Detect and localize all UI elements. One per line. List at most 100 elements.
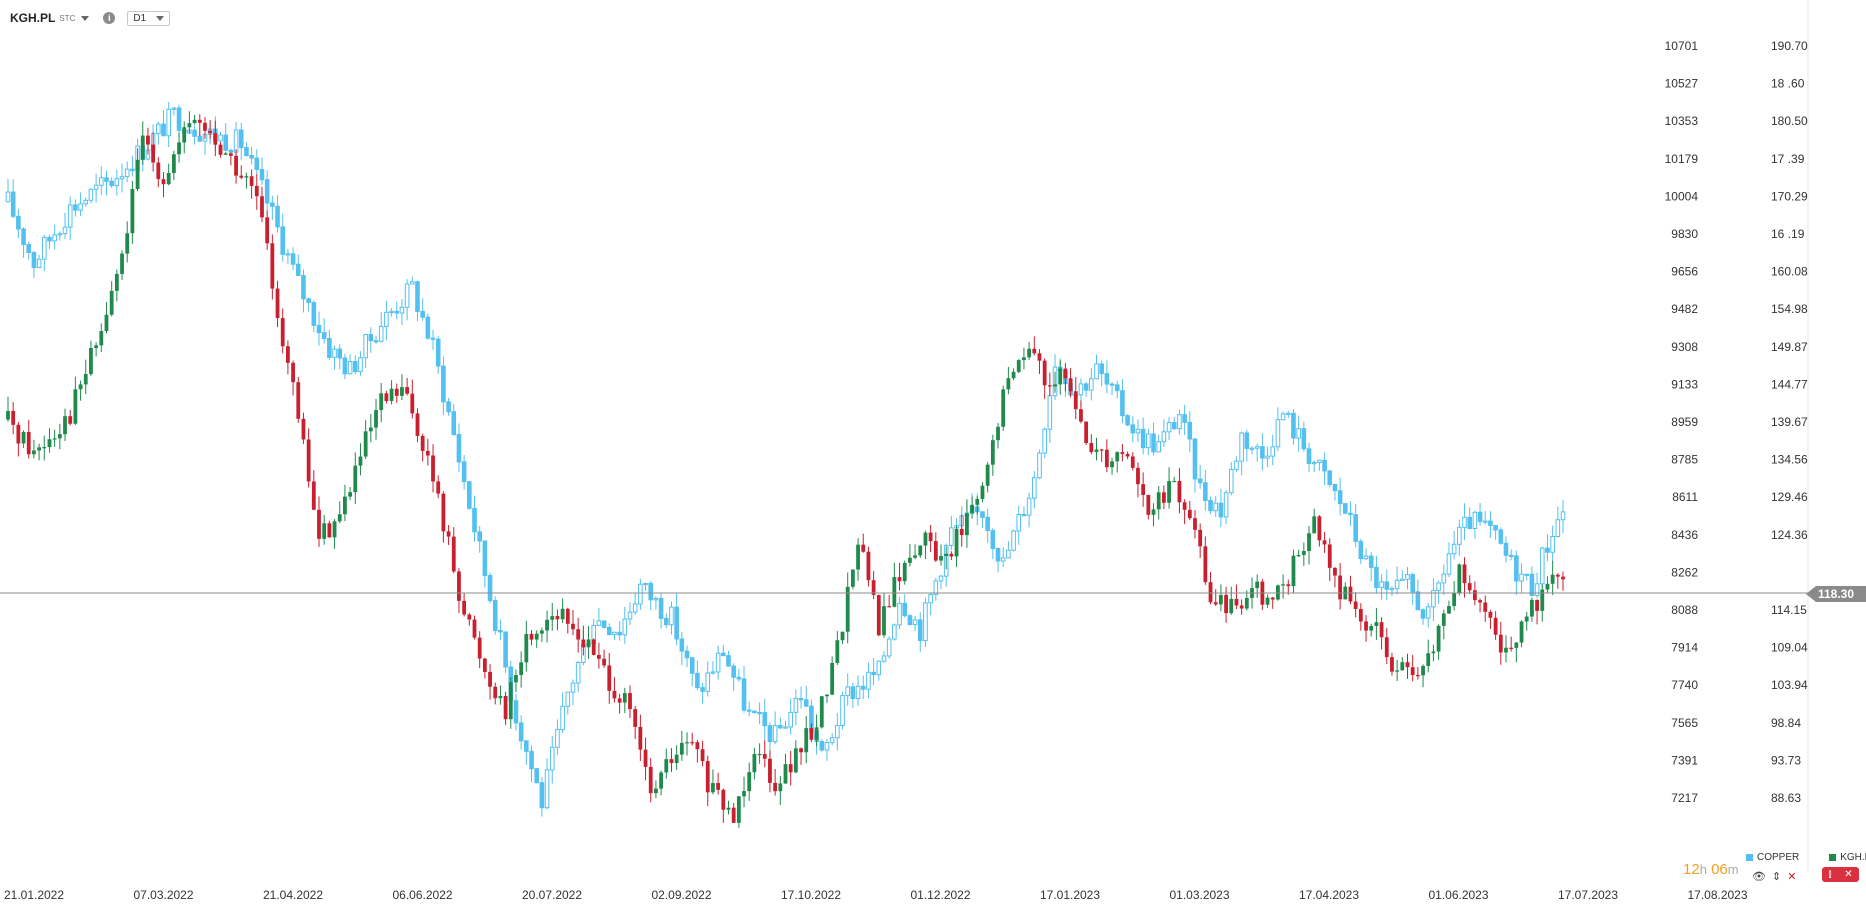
kgh-candle [850, 569, 855, 590]
copper-candle [549, 735, 555, 784]
copper-candle [327, 329, 332, 361]
symbol-label[interactable]: KGH.PL [10, 11, 56, 25]
copper-candle [5, 178, 11, 203]
copper-candle [285, 248, 291, 265]
copper-candle [1529, 566, 1535, 597]
kgh-candle [368, 414, 373, 443]
copper-candle [1503, 536, 1509, 563]
copper-candle [482, 540, 488, 588]
copper-candle [1519, 563, 1524, 594]
eye-icon[interactable]: 👁 [1752, 871, 1766, 883]
copper-candle [47, 234, 52, 249]
copper-candle [311, 300, 317, 333]
y-tick-right: 109.04 [1771, 641, 1808, 655]
copper-candle [1389, 585, 1395, 596]
close-icon[interactable]: ✕ [1787, 871, 1797, 883]
kgh-candle [887, 594, 892, 608]
copper-candle [1026, 492, 1032, 528]
kgh-candle [679, 731, 684, 761]
x-tick: 17.04.2023 [1299, 888, 1359, 902]
copper-candle [1431, 578, 1436, 622]
candles-icon: ⫾ [1828, 869, 1832, 880]
copper-candle [923, 597, 928, 648]
legend-item-kgh[interactable]: KGH.PL [1829, 852, 1866, 863]
y-tick-left: 8785 [1671, 453, 1698, 467]
kgh-candle [1027, 342, 1032, 360]
kgh-candle [1058, 360, 1063, 395]
copper-candle [430, 329, 436, 350]
kgh-candle [182, 121, 187, 154]
y-tick-left: 8262 [1671, 565, 1698, 579]
kgh-candle [1493, 611, 1498, 640]
copper-candle [290, 247, 296, 270]
kgh-candle [1307, 525, 1311, 565]
copper-candle [1083, 381, 1089, 397]
kgh-candle [337, 501, 342, 524]
kgh-candle [716, 772, 721, 795]
copper-candle [1182, 404, 1187, 436]
copper-candle [746, 701, 752, 717]
kgh-candle [975, 496, 980, 515]
symbol-dropdown-chevron-icon[interactable] [81, 15, 90, 21]
copper-candle [544, 758, 550, 810]
copper-candle [933, 578, 939, 601]
copper-candle [1109, 382, 1115, 396]
kgh-candle [1244, 590, 1249, 611]
copper-candle [119, 163, 125, 193]
kgh-candle [151, 132, 156, 172]
copper-candle [669, 601, 674, 635]
kgh-candle [757, 743, 762, 764]
copper-candle [840, 691, 845, 730]
copper-candle [347, 354, 353, 375]
kgh-candle [161, 172, 166, 198]
kgh-candle [1006, 366, 1011, 395]
timeframe-select[interactable]: D1 [127, 10, 171, 26]
copper-candle [1337, 477, 1343, 516]
copper-candle [1368, 551, 1374, 582]
kgh-candle [441, 491, 446, 543]
y-tick-right: 190.70 [1771, 39, 1808, 53]
kgh-candle [472, 615, 477, 640]
kgh-candle [871, 571, 876, 600]
copper-candle [555, 719, 560, 755]
kgh-candle [1172, 476, 1177, 483]
kgh-candle [990, 434, 995, 476]
copper-candle [1446, 542, 1452, 578]
copper-candle [1425, 602, 1431, 628]
y-tick-left: 9133 [1671, 377, 1698, 391]
copper-candle [513, 693, 519, 731]
copper-candle [762, 698, 768, 740]
copper-candle [1223, 490, 1229, 525]
copper-candle [1047, 387, 1053, 443]
copper-candle [1462, 503, 1467, 541]
x-tick: 17.10.2022 [781, 888, 841, 902]
remove-series-button[interactable]: ⫾ ✕ [1822, 867, 1859, 882]
kgh-candle [1094, 437, 1099, 461]
copper-candle [404, 279, 410, 321]
sort-icon[interactable]: ⇕ [1771, 871, 1782, 883]
kgh-candle [597, 642, 601, 669]
legend-item-copper[interactable]: COPPER [1746, 852, 1799, 863]
kgh-candle [1353, 592, 1358, 618]
timer-m: m [1727, 862, 1739, 877]
kgh-candle [1498, 621, 1503, 665]
kgh-candle [379, 383, 384, 423]
copper-candle [1410, 572, 1415, 605]
copper-candle [295, 254, 301, 276]
copper-candle [539, 777, 545, 817]
copper-candle [1420, 608, 1426, 625]
kgh-candle [1063, 363, 1068, 392]
candle-timer: 12h 06m [1683, 861, 1739, 878]
copper-candle [176, 104, 182, 137]
copper-candle [301, 269, 306, 313]
current-price-value: 118.30 [1818, 587, 1854, 601]
copper-candle [1171, 416, 1177, 431]
kgh-candle [1125, 451, 1130, 460]
info-icon[interactable]: i [103, 12, 116, 24]
kgh-candle [1011, 368, 1016, 381]
x-tick: 02.09.2022 [651, 888, 711, 902]
chart-header: KGH.PL STC i D1 [10, 8, 171, 28]
kgh-candle [94, 342, 99, 357]
copper-candle [1291, 409, 1296, 445]
